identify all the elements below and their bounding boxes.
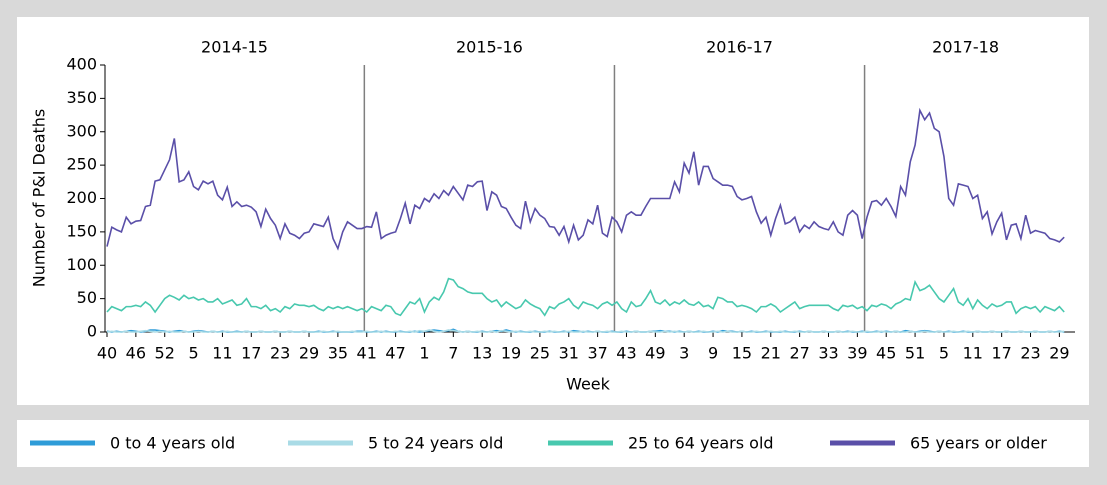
- x-tick-label: 51: [905, 344, 925, 363]
- x-tick-label: 13: [472, 344, 492, 363]
- y-axis-label: Number of P&I Deaths: [30, 109, 49, 288]
- x-axis-label: Week: [566, 375, 611, 394]
- y-tick-label: 350: [66, 88, 97, 107]
- x-tick-label: 47: [385, 344, 405, 363]
- x-tick-label: 11: [963, 344, 983, 363]
- x-tick-label: 9: [708, 344, 718, 363]
- y-tick-label: 150: [66, 221, 97, 240]
- x-tick-label: 17: [241, 344, 261, 363]
- series-line: [106, 107, 1065, 251]
- x-tick-label: 5: [939, 344, 949, 363]
- x-tick-label: 27: [789, 344, 809, 363]
- x-tick-label: 21: [761, 344, 781, 363]
- season-label: 2016-17: [706, 38, 773, 57]
- series-line: [106, 277, 1065, 317]
- x-tick-label: 19: [501, 344, 521, 363]
- x-tick-label: 23: [1020, 344, 1040, 363]
- legend-label: 65 years or older: [910, 434, 1047, 453]
- plot-panel: [17, 17, 1089, 405]
- y-tick-label: 300: [66, 121, 97, 140]
- x-tick-label: 29: [1049, 344, 1069, 363]
- x-tick-label: 31: [559, 344, 579, 363]
- y-tick-label: 0: [87, 322, 97, 341]
- season-label: 2017-18: [932, 38, 999, 57]
- y-tick-label: 200: [66, 188, 97, 207]
- x-tick-label: 25: [530, 344, 550, 363]
- series-line: [106, 329, 1065, 333]
- x-tick-label: 43: [616, 344, 636, 363]
- x-tick-label: 1: [419, 344, 429, 363]
- x-tick-label: 35: [328, 344, 348, 363]
- season-label: 2014-15: [201, 38, 268, 57]
- legend-label: 5 to 24 years old: [368, 434, 503, 453]
- y-tick-label: 250: [66, 155, 97, 174]
- x-tick-label: 39: [847, 344, 867, 363]
- x-tick-label: 11: [212, 344, 232, 363]
- x-tick-label: 49: [645, 344, 665, 363]
- x-tick-label: 52: [155, 344, 175, 363]
- legend-label: 25 to 64 years old: [628, 434, 774, 453]
- x-tick-label: 17: [991, 344, 1011, 363]
- legend-label: 0 to 4 years old: [110, 434, 235, 453]
- x-tick-label: 40: [97, 344, 117, 363]
- x-tick-label: 29: [299, 344, 319, 363]
- x-tick-label: 41: [357, 344, 377, 363]
- x-tick-label: 3: [679, 344, 689, 363]
- x-tick-label: 46: [126, 344, 146, 363]
- x-tick-label: 37: [587, 344, 607, 363]
- x-tick-label: 5: [188, 344, 198, 363]
- x-tick-label: 7: [448, 344, 458, 363]
- season-label: 2015-16: [456, 38, 523, 57]
- y-tick-label: 50: [77, 288, 97, 307]
- y-tick-label: 100: [66, 255, 97, 274]
- x-tick-label: 15: [732, 344, 752, 363]
- y-tick-label: 400: [66, 55, 97, 74]
- x-tick-label: 33: [818, 344, 838, 363]
- x-tick-label: 45: [876, 344, 896, 363]
- x-tick-label: 23: [270, 344, 290, 363]
